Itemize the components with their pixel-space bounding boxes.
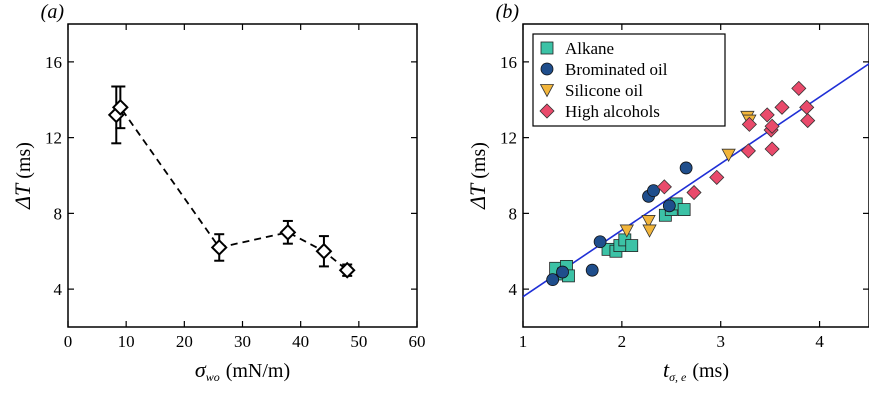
panel-a: 0 10 20 30 40 50 60 4 8 12 16 (a) σwo (mN/m) ΔT (ms) — [10, 1, 426, 384]
panel-a-label: (a) — [41, 1, 65, 23]
panel-a-ytick-label: 4 — [54, 280, 63, 299]
panel-b-point-high-alcohols — [791, 80, 807, 96]
panel-b-legend-label: High alcohols — [565, 102, 660, 121]
panel-b-point-high-alcohols — [764, 118, 780, 134]
panel-a-ytick-label: 12 — [45, 129, 62, 148]
panel-b-label: (b) — [496, 1, 520, 23]
panel-b-point-brominated-oil — [679, 161, 693, 175]
panel-a-data-point — [338, 261, 356, 279]
panel-a-dashed-line — [115, 105, 348, 271]
panel-b-point-high-alcohols — [800, 113, 816, 129]
panel-b-xlabel-symbol: t — [663, 357, 670, 382]
panel-b-ylabel: ΔT (ms) — [465, 142, 490, 210]
panel-b-xtick-label: 4 — [815, 332, 824, 351]
panel-b-point-silicone-oil — [619, 224, 634, 238]
panel-b-point-high-alcohols — [656, 179, 672, 195]
panel-b-point-high-alcohols — [759, 107, 775, 123]
panel-a-xlabel-unit: (mN/m) — [226, 360, 290, 382]
panel-b-legend-label: Brominated oil — [565, 60, 668, 79]
panel-b-point-high-alcohols — [686, 184, 702, 201]
panel-b-ytick-label: 8 — [509, 204, 518, 223]
panel-b-point-high-alcohols — [774, 99, 790, 115]
panel-a-xtick-label: 60 — [409, 332, 426, 351]
panel-a-data-point — [315, 242, 333, 260]
panel-b-xtick-label: 3 — [716, 332, 725, 351]
panel-a-frame — [67, 23, 418, 328]
panel-a-xlabel-symbol: σ — [195, 357, 207, 382]
panel-b-legend-box — [532, 33, 726, 127]
panel-b-point-brominated-oil — [647, 184, 660, 198]
panel-a-xtick-label: 10 — [118, 332, 135, 351]
panel-b-ylabel-symbol: ΔT — [465, 182, 490, 210]
panel-b-legend-label: Silicone oil — [565, 81, 643, 100]
panel-b-ytick-label: 4 — [509, 280, 518, 299]
panel-a-xtick-label: 30 — [234, 332, 251, 351]
panel-a-data-point — [111, 98, 129, 116]
panel-b-point-brominated-oil — [546, 273, 560, 287]
panel-b-legend-marker — [540, 62, 554, 76]
panel-b-legend-marker — [539, 84, 555, 98]
panel-a-data-point — [279, 223, 297, 241]
panel-b-legend-marker — [539, 103, 555, 119]
panel-b-point-silicone-oil — [641, 215, 656, 229]
panel-b-xlabel-subscript: σ, e — [669, 370, 687, 384]
panel-b-point-brominated-oil — [585, 263, 599, 277]
panel-a-ylabel-symbol: ΔT — [10, 182, 35, 210]
panel-b-ytick-label: 12 — [500, 129, 517, 148]
panel-a-ytick-label: 16 — [45, 53, 62, 72]
panel-a-ytick-label: 8 — [54, 204, 63, 223]
panel-b-point-high-alcohols — [741, 116, 757, 132]
panel-a-xtick-label: 50 — [350, 332, 367, 351]
panel-b-point-alkane — [625, 239, 639, 252]
panel-b-point-silicone-oil — [721, 148, 736, 163]
panel-b-point-brominated-oil — [593, 235, 607, 249]
panel-a-ylabel: ΔT (ms) — [10, 142, 35, 210]
panel-b-legend-marker — [540, 41, 554, 55]
panel-b-frame — [522, 23, 869, 328]
panel-b-point-high-alcohols — [764, 141, 780, 157]
panel-b-xtick-label: 1 — [519, 332, 528, 351]
panel-b-ylabel-unit: (ms) — [468, 142, 490, 179]
panel-b-point-high-alcohols — [740, 143, 756, 159]
panel-a-ylabel-unit: (ms) — [13, 142, 35, 179]
panel-a-xlabel-subscript: wo — [206, 370, 220, 384]
panel-b-xlabel: tσ, e (ms) — [663, 357, 729, 384]
panel-b-point-high-alcohols — [709, 169, 725, 185]
panel-a-xlabel: σwo (mN/m) — [195, 357, 290, 384]
panel-a-data-point — [210, 239, 228, 256]
panel-b-point-brominated-oil — [556, 265, 569, 279]
panel-b-fit-line — [522, 63, 869, 298]
panel-a-xtick-label: 40 — [292, 332, 309, 351]
panel-b-legend-label: Alkane — [565, 39, 614, 58]
panel-a-xtick-label: 0 — [64, 332, 73, 351]
panel-a-xtick-label: 20 — [176, 332, 193, 351]
panel-b-xtick-label: 2 — [618, 332, 627, 351]
panel-b-point-silicone-oil — [642, 224, 657, 238]
panel-b-ytick-label: 16 — [500, 53, 517, 72]
panel-b-xlabel-unit: (ms) — [692, 360, 729, 382]
panel-b-point-brominated-oil — [662, 199, 676, 213]
panel-b-point-alkane — [677, 203, 691, 216]
